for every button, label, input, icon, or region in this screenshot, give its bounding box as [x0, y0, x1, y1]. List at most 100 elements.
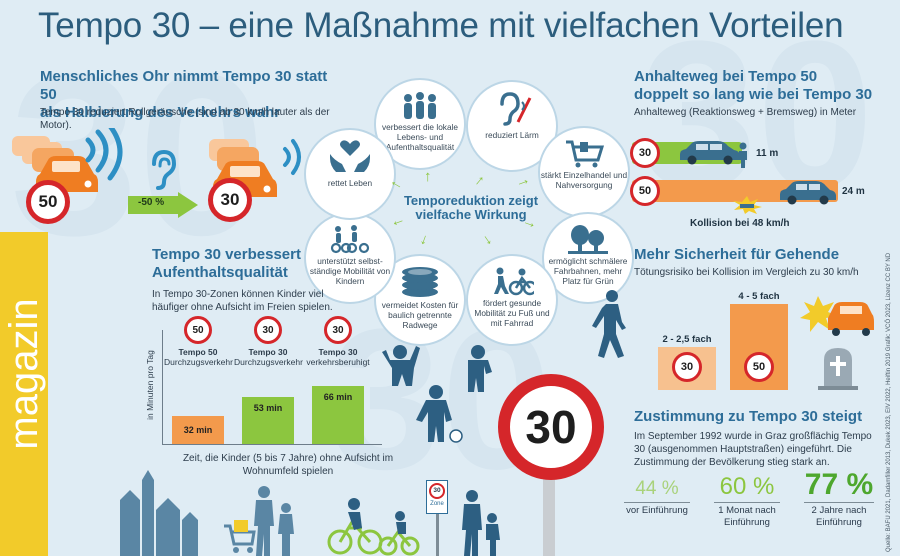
wheel-center: Temporeduktion zeigt vielfache Wirkung [386, 194, 556, 222]
source-credit: Quelle: BAFU 2021, Dadamfiller 2013, Duk… [886, 252, 892, 552]
quality-chart-category-title: Tempo 50 [178, 347, 218, 357]
benefit-green-label: ermöglicht schmälere Fahrbahnen, mehr Pl… [548, 256, 628, 286]
stopping-sign-50: 50 [630, 176, 660, 206]
quality-heading: Tempo 30 verbessert Aufenthaltsqualität [152, 246, 352, 282]
arrow-icon: ↑ [479, 231, 496, 250]
stopping-heading-line1: Anhalteweg bei Tempo 50 [634, 68, 818, 85]
quality-chart-category-sub: Durchzugsverkehr [234, 357, 303, 367]
benefit-quality-label: verbessert die lokale Lebens- und Aufent… [381, 122, 459, 152]
children-cycling-icon [330, 225, 370, 254]
benefit-lives: rettet Leben [304, 128, 396, 220]
noise-waves-icon [85, 128, 123, 181]
quality-chart: 50 Tempo 50 Durchzugsverkehr 32 min 30 Tempo … [164, 316, 380, 444]
approval-label-before: vor Einführung [624, 502, 690, 517]
magazin-band: magazin [0, 232, 48, 556]
benefit-children-label: unterstützt selbst-ständige Mobilität vo… [309, 256, 391, 286]
cars-stack-icon [12, 136, 98, 192]
houses-icon [120, 470, 198, 556]
benefit-green: ermöglicht schmälere Fahrbahnen, mehr Pl… [542, 212, 634, 304]
safety-chart-sign: 50 [744, 352, 774, 382]
benefit-retail-label: stärkt Einzelhandel und Nahversorgung [540, 170, 628, 190]
benefit-retail: stärkt Einzelhandel und Nahversorgung [538, 126, 630, 218]
zone-sign-pole [436, 514, 439, 556]
ear-heading: Menschliches Ohr nimmt Tempo 30 statt 50… [40, 68, 340, 122]
benefit-noise-label: reduziert Lärm [485, 130, 539, 140]
speed-sign-30: 30 [208, 178, 252, 222]
arrow-icon: ↑ [424, 168, 432, 185]
speed-sign-50: 50 [26, 180, 70, 224]
benefit-active-mobility-label: fördert gesunde Mobilität zu Fuß und mit… [474, 298, 550, 328]
cyclists-icon [327, 498, 420, 556]
no-noise-ear-icon [500, 92, 532, 126]
approval-value-1month: 60 % [719, 473, 775, 500]
magazin-label: magazin [2, 298, 46, 450]
approval-stat-2years: 77 % 2 Jahre nach Einführung [794, 470, 884, 531]
sign-pole [543, 456, 555, 556]
safety-chart: 2 - 2,5 fach 30 4 - 5 fach 50 [650, 278, 800, 390]
safety-text: Tötungsrisiko bei Kollision im Vergleich… [634, 267, 859, 278]
approval-label-2years: 2 Jahre nach Einführung [804, 502, 874, 529]
quality-heading-line1: Tempo 30 verbessert [152, 246, 301, 263]
quality-chart-sign: 30 [254, 316, 282, 344]
car-collision-icon [800, 296, 874, 336]
stopping-heading: Anhalteweg bei Tempo 50 doppelt so lang … [634, 68, 894, 104]
heart-hands-icon [330, 140, 370, 172]
ear-heading-line2: als Halbierung des Verkehrs wahr [40, 104, 281, 121]
quality-ylabel-wrap: in Minuten pro Tag [140, 340, 158, 440]
quality-chart-category-title: Tempo 30 [318, 347, 358, 357]
safety-heading: Mehr Sicherheit für Gehende [634, 246, 840, 263]
quality-heading-line2: Aufenthaltsqualität [152, 264, 288, 281]
quality-caption: Zeit, die Kinder (5 bis 7 Jahre) ohne Au… [182, 453, 394, 477]
family-shopping-icon [224, 486, 294, 556]
stopping-value-50: 24 m [842, 186, 865, 197]
car-icon [680, 141, 740, 165]
walker-cyclist-icon [494, 267, 534, 296]
quality-chart-sign: 50 [184, 316, 212, 344]
stopping-value-30: 11 m [756, 148, 779, 159]
approval-heading: Zustimmung zu Tempo 30 steigt [634, 408, 863, 425]
approval-text: Im September 1992 wurde in Graz großfläc… [634, 431, 872, 468]
quality-chart-bar: 32 min [172, 415, 224, 444]
stopping-heading-line2: doppelt so lang wie bei Tempo 30 [634, 86, 873, 103]
reduction-label: -50 % [138, 197, 165, 208]
benefit-lives-label: rettet Leben [327, 178, 373, 188]
reduction-arrow-icon [128, 192, 198, 218]
arrow-icon: ↑ [417, 231, 431, 250]
collision-label: Kollision bei 48 km/h [690, 218, 790, 229]
benefit-children: unterstützt selbst-ständige Mobilität vo… [304, 212, 396, 304]
quality-chart-category-sub: Durchzugsverkehr [164, 357, 233, 367]
zone-sign: 30 Zone [426, 480, 448, 514]
safety-chart-label: 4 - 5 fach [738, 290, 780, 302]
trees-icon [568, 225, 608, 254]
big-speed-sign-30: 30 [498, 374, 604, 480]
people-group-icon [404, 92, 436, 119]
quality-chart-category-sub: verkehrsberuhigt [306, 357, 370, 367]
quality-chart-category: Tempo 50 Durchzugsverkehr [164, 347, 233, 367]
quality-x-axis [162, 444, 382, 445]
ear-text: Tempo 30 reduziert Rollgeräusche (sind a… [40, 107, 330, 131]
person-child-icon [462, 490, 500, 556]
safety-chart-label: 2 - 2,5 fach [662, 333, 712, 345]
approval-label-1month: 1 Monat nach Einführung [714, 502, 780, 529]
approval-stat-1month: 60 % 1 Monat nach Einführung [704, 474, 790, 531]
wheel-center-line1: Temporeduktion zeigt [403, 193, 539, 208]
coins-icon [402, 267, 438, 297]
benefit-active-mobility: fördert gesunde Mobilität zu Fuß und mit… [466, 254, 558, 346]
quality-ylabel: in Minuten pro Tag [145, 350, 155, 420]
zone-sign-label: Zone [430, 501, 444, 507]
approval-value-before: 44 % [635, 478, 679, 499]
collision-burst-icon [733, 196, 762, 214]
shopping-cart-icon [566, 140, 604, 168]
quality-chart-category-title: Tempo 30 [248, 347, 288, 357]
quality-chart-sign: 30 [324, 316, 352, 344]
pedestrian-icon [739, 142, 747, 168]
page-title: Tempo 30 – eine Maßnahme mit vielfachen … [38, 6, 844, 45]
approval-stat-before: 44 % vor Einführung [614, 478, 700, 519]
benefit-costs-label: vermeidet Kosten für baulich getrennte R… [381, 300, 459, 330]
quality-y-axis [162, 330, 163, 445]
zone-sign-number: 30 [429, 483, 445, 499]
quality-chart-category: Tempo 30 Durchzugsverkehr [234, 347, 303, 367]
quality-chart-category: Tempo 30 verkehrsberuhigt [304, 347, 372, 367]
arrow-icon: ↑ [514, 176, 534, 189]
ear-heading-line1: Menschliches Ohr nimmt Tempo 30 statt 50 [40, 68, 328, 103]
